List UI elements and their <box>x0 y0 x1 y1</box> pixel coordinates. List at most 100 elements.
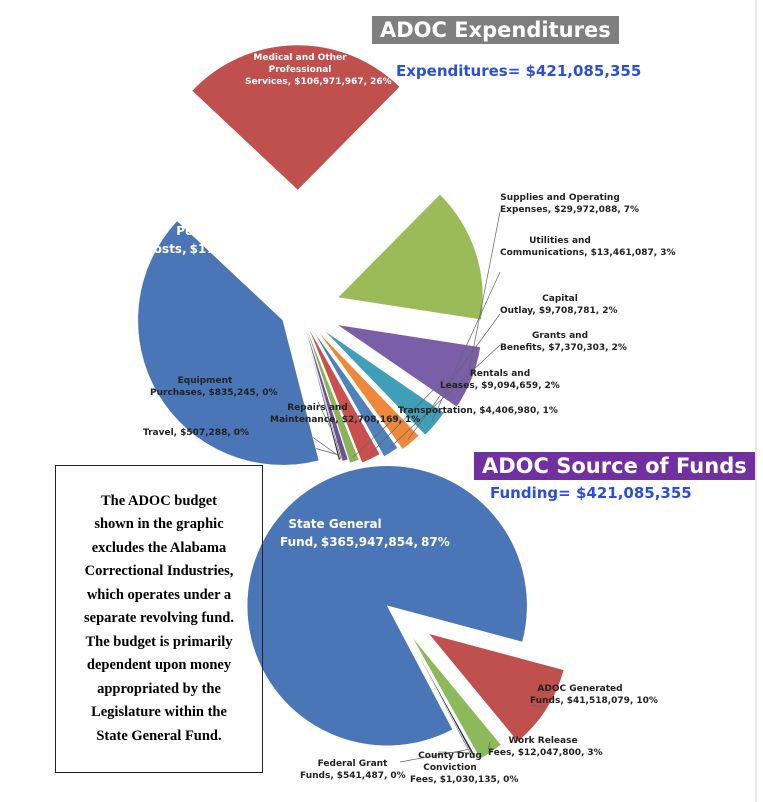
percent-label: 41% <box>289 242 319 256</box>
slice-label: ADOC Generated Funds, $41,518,079, 10% <box>530 683 658 707</box>
leader-line <box>369 377 446 456</box>
percent-label: 0% <box>503 775 519 785</box>
pie-slice <box>317 331 420 450</box>
category-label: Federal Grant Funds, <box>300 759 388 781</box>
category-label: Repairs and Maintenance, <box>270 403 348 425</box>
text-line: dependent upon money <box>86 657 232 674</box>
chart-title: ADOC Source of Funds <box>474 452 755 480</box>
value-label: $9,708,781, <box>538 306 600 316</box>
value-label: $63,375,226, <box>418 183 485 193</box>
pie-slice <box>411 636 502 760</box>
value-label: $172,673,562, <box>189 242 287 256</box>
category-label: Capital Outlay, <box>500 294 578 316</box>
percent-label: 2% <box>544 381 560 391</box>
percent-label: 87% <box>421 535 450 549</box>
percent-label: 7% <box>623 205 640 215</box>
value-label: $541,487, <box>336 771 388 781</box>
text-line: shown in the graphic <box>94 516 224 533</box>
value-label: $13,461,087, <box>590 248 658 258</box>
percent-label: 1% <box>542 406 558 416</box>
percent-label: 1% <box>405 415 421 425</box>
pie-slice <box>137 220 320 466</box>
chart-subtitle: Funding= $421,085,355 <box>490 484 692 502</box>
value-label: $9,094,659, <box>481 381 542 391</box>
slice-label: State General Fund, $365,947,854, 87% <box>280 515 450 551</box>
percent-label: 26% <box>370 77 392 87</box>
pie-slice <box>427 633 565 743</box>
slice-label: Supplies and Operating Expenses, $29,972,… <box>500 192 639 216</box>
slice-label: Employee Benefits, $63,375,226, 15% <box>370 170 509 194</box>
category-label: Utilities and Communications, <box>500 236 591 258</box>
category-label: Rentals and Leases, <box>440 369 531 391</box>
pie-slice <box>303 321 349 462</box>
leader-line <box>488 741 491 749</box>
leader-line <box>388 344 501 449</box>
category-label: Supplies and Operating Expenses, <box>500 193 620 215</box>
slice-label: Personnel Costs, $172,673,562, 41% <box>145 222 319 258</box>
slice-label: Medical and Other Professional Services,… <box>245 52 392 88</box>
value-label: $835,245, <box>208 388 260 398</box>
slice-label: Grants and Benefits, $7,370,303, 2% <box>500 330 627 354</box>
text-line: which operates under a <box>86 586 232 603</box>
slice-label: Federal Grant Funds, $541,487, 0% <box>300 758 406 782</box>
text-line: separate revolving fund. <box>84 610 234 627</box>
category-label: County Drug Conviction Fees, <box>410 751 482 785</box>
pie-slice <box>337 193 484 321</box>
value-label: $365,947,854, <box>320 535 419 549</box>
pie-slice <box>246 465 528 747</box>
pie-slice <box>302 319 341 461</box>
pie-slice <box>308 327 381 464</box>
percent-label: 0% <box>233 428 250 438</box>
value-label: $12,047,800, <box>517 748 585 758</box>
category-label: State General Fund, <box>280 517 382 549</box>
category-label: Medical and Other Professional Services, <box>245 53 347 87</box>
value-label: $29,972,088, <box>554 205 621 215</box>
text-box: The ADOC budget shown in the graphic exclu… <box>55 465 263 773</box>
percent-label: 0% <box>262 388 278 398</box>
leader-line <box>437 751 473 754</box>
text-line: Correctional Industries, <box>84 563 234 580</box>
text-line: The ADOC budget <box>100 492 218 509</box>
percent-label: 2% <box>611 343 627 353</box>
percent-label: 2% <box>602 306 618 316</box>
pie-slice <box>305 324 360 464</box>
leader-line <box>352 414 399 458</box>
value-label: $507,288, <box>180 428 231 438</box>
slice-label: Capital Outlay, $9,708,781, 2% <box>500 293 620 317</box>
category-label: Personnel Costs, <box>145 224 244 256</box>
text-line: Legislature within the <box>91 704 227 721</box>
percent-label: 0% <box>390 771 406 781</box>
category-label: Equipment Purchases, <box>150 376 233 398</box>
chart-title: ADOC Expenditures <box>372 16 619 44</box>
category-label: ADOC Generated Funds, <box>530 684 623 706</box>
category-label: Employee Benefits, <box>370 171 450 193</box>
slice-label: Equipment Purchases, $835,245, 0% <box>150 375 277 399</box>
pie-slice <box>191 44 401 191</box>
value-label: $4,406,980, <box>479 406 540 416</box>
category-label: Transportation, <box>398 406 477 416</box>
text-line: appropriated by the <box>97 680 221 697</box>
percent-label: 3% <box>587 748 603 758</box>
pie-slice <box>312 330 398 457</box>
percent-label: 15% <box>487 183 510 193</box>
slice-label: Utilities and Communications, $13,461,087… <box>500 235 676 259</box>
value-label: $41,518,079, <box>566 696 634 706</box>
slice-label: County Drug Conviction Fees, $1,030,135, 0… <box>410 750 518 786</box>
slice-label: Travel, $507,288, 0% <box>135 427 260 439</box>
pie-slice <box>324 330 445 436</box>
leader-line <box>407 313 501 440</box>
text-line: The budget is primarily <box>85 633 233 650</box>
category-label: Grants and Benefits, <box>500 331 589 353</box>
leader-line <box>431 271 501 422</box>
pie-slice <box>404 629 472 754</box>
pie-slice <box>406 633 476 758</box>
value-label: $7,370,303, <box>548 343 609 353</box>
value-label: $2,708,169, <box>341 415 403 425</box>
text-line: excludes the Alabama <box>91 539 227 556</box>
slice-label: Rentals and Leases, $9,094,659, 2% <box>440 368 560 392</box>
value-label: $1,030,135, <box>439 775 501 785</box>
leader-line <box>529 704 543 708</box>
category-label: Work Release Fees, <box>488 736 578 758</box>
leader-line <box>399 749 469 763</box>
